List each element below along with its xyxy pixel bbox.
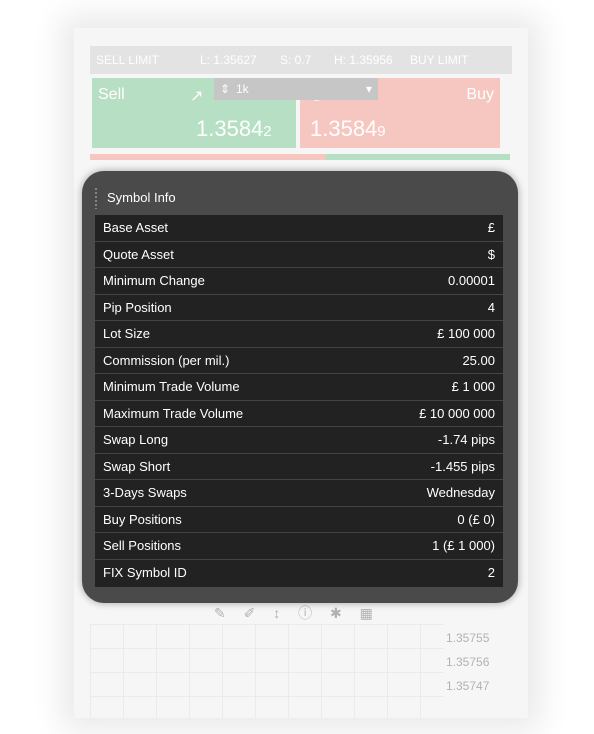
sentiment-bar-fill — [90, 154, 326, 160]
row-value: 25.00 — [462, 352, 495, 368]
symbol-info-table: Base Asset £ Quote Asset $ Minimum Change 0… — [95, 215, 503, 587]
row-value: 0.00001 — [448, 273, 495, 288]
drag-handle-icon[interactable] — [94, 187, 98, 209]
row-value: 0 (£ 0) — [457, 511, 495, 527]
price-scale-label: 1.35756 — [446, 655, 490, 669]
row-value: $ — [487, 246, 495, 262]
panel-title: Symbol Info — [107, 190, 176, 205]
buy-label: Buy — [466, 86, 494, 103]
arrow-up-right-icon: ↗ — [190, 88, 204, 105]
row-label: Buy Positions — [103, 511, 182, 527]
row-value: Wednesday — [426, 485, 495, 500]
row-label: Minimum Change — [103, 273, 205, 288]
row-value: £ — [487, 220, 495, 235]
chart-toolbar: ✎ ✐ ↕ ⓘ ✱ ▦ — [214, 603, 387, 621]
volume-value: 1k — [236, 82, 249, 96]
symbol-info-panel: Symbol Info Base Asset £ Quote Asset $ Min… — [82, 171, 518, 603]
row-value: 1 (£ 1 000) — [432, 538, 495, 553]
volume-input[interactable]: ⇕ 1k ▾ — [214, 78, 378, 100]
sentiment-bar — [90, 154, 510, 160]
row-label: Swap Short — [103, 458, 171, 474]
row-base-asset: Base Asset £ — [95, 215, 503, 242]
row-max-trade-volume: Maximum Trade Volume £ 10 000 000 — [95, 401, 503, 427]
draw-icon[interactable]: ✐ — [243, 605, 256, 621]
info-icon[interactable]: ⓘ — [298, 605, 313, 621]
chart-area[interactable] — [90, 624, 444, 718]
buy-price: 1.35849 — [310, 116, 386, 141]
row-label: Lot Size — [103, 326, 150, 341]
row-buy-positions: Buy Positions 0 (£ 0) — [95, 507, 503, 533]
stepper-icon[interactable]: ⇕ — [220, 82, 231, 96]
panel-header[interactable]: Symbol Info — [94, 185, 494, 211]
row-label: Swap Long — [103, 432, 169, 447]
row-commission: Commission (per mil.) 25.00 — [95, 348, 503, 374]
row-min-trade-volume: Minimum Trade Volume £ 1 000 — [95, 374, 503, 401]
row-label: FIX Symbol ID — [103, 564, 187, 580]
price-scale-label: 1.35747 — [446, 679, 490, 693]
row-label: Base Asset — [103, 220, 169, 235]
row-fix-symbol-id: FIX Symbol ID 2 — [95, 560, 503, 587]
order-type-bar: SELL LIMIT L: 1.35627 S: 0.7 H: 1.35956 … — [90, 46, 512, 74]
row-value: £ 1 000 — [451, 379, 495, 394]
row-label: Minimum Trade Volume — [103, 379, 240, 394]
buy-limit-dropdown[interactable]: BUY LIMIT — [410, 53, 469, 67]
row-quote-asset: Quote Asset $ — [95, 242, 503, 268]
chart-icon[interactable]: ▦ — [359, 605, 373, 621]
row-minimum-change: Minimum Change 0.00001 — [95, 268, 503, 295]
row-swap-long: Swap Long -1.74 pips — [95, 427, 503, 454]
row-label: 3-Days Swaps — [103, 485, 187, 500]
price-scale: 1.35755 1.35756 1.35747 — [446, 626, 496, 698]
row-value: -1.455 pips — [430, 458, 495, 474]
high-price-label: H: 1.35956 — [334, 53, 393, 67]
row-lot-size: Lot Size £ 100 000 — [95, 321, 503, 348]
row-label: Pip Position — [103, 299, 172, 315]
row-value: 4 — [487, 299, 495, 315]
spread-label: S: 0.7 — [280, 53, 312, 67]
sell-price: 1.35842 — [196, 116, 272, 141]
sell-label: Sell — [98, 86, 125, 103]
row-pip-position: Pip Position 4 — [95, 295, 503, 321]
price-scale-label: 1.35755 — [446, 631, 490, 645]
chevron-down-icon[interactable]: ▾ — [365, 82, 372, 96]
row-label: Sell Positions — [103, 538, 182, 553]
row-label: Commission (per mil.) — [103, 352, 230, 368]
row-3-days-swaps: 3-Days Swaps Wednesday — [95, 480, 503, 507]
low-price-label: L: 1.35627 — [200, 53, 257, 67]
sell-limit-dropdown[interactable]: SELL LIMIT — [96, 53, 159, 67]
row-value: -1.74 pips — [437, 432, 495, 447]
row-label: Maximum Trade Volume — [103, 405, 244, 421]
settings-icon[interactable]: ✱ — [330, 605, 342, 621]
row-value: £ 100 000 — [437, 326, 495, 341]
row-value: 2 — [487, 564, 495, 580]
wrench-icon[interactable]: ✎ — [214, 605, 226, 621]
row-value: £ 10 000 000 — [419, 405, 495, 421]
row-label: Quote Asset — [103, 246, 174, 262]
row-sell-positions: Sell Positions 1 (£ 1 000) — [95, 533, 503, 560]
row-swap-short: Swap Short -1.455 pips — [95, 454, 503, 480]
cursor-icon[interactable]: ↕ — [273, 605, 281, 621]
